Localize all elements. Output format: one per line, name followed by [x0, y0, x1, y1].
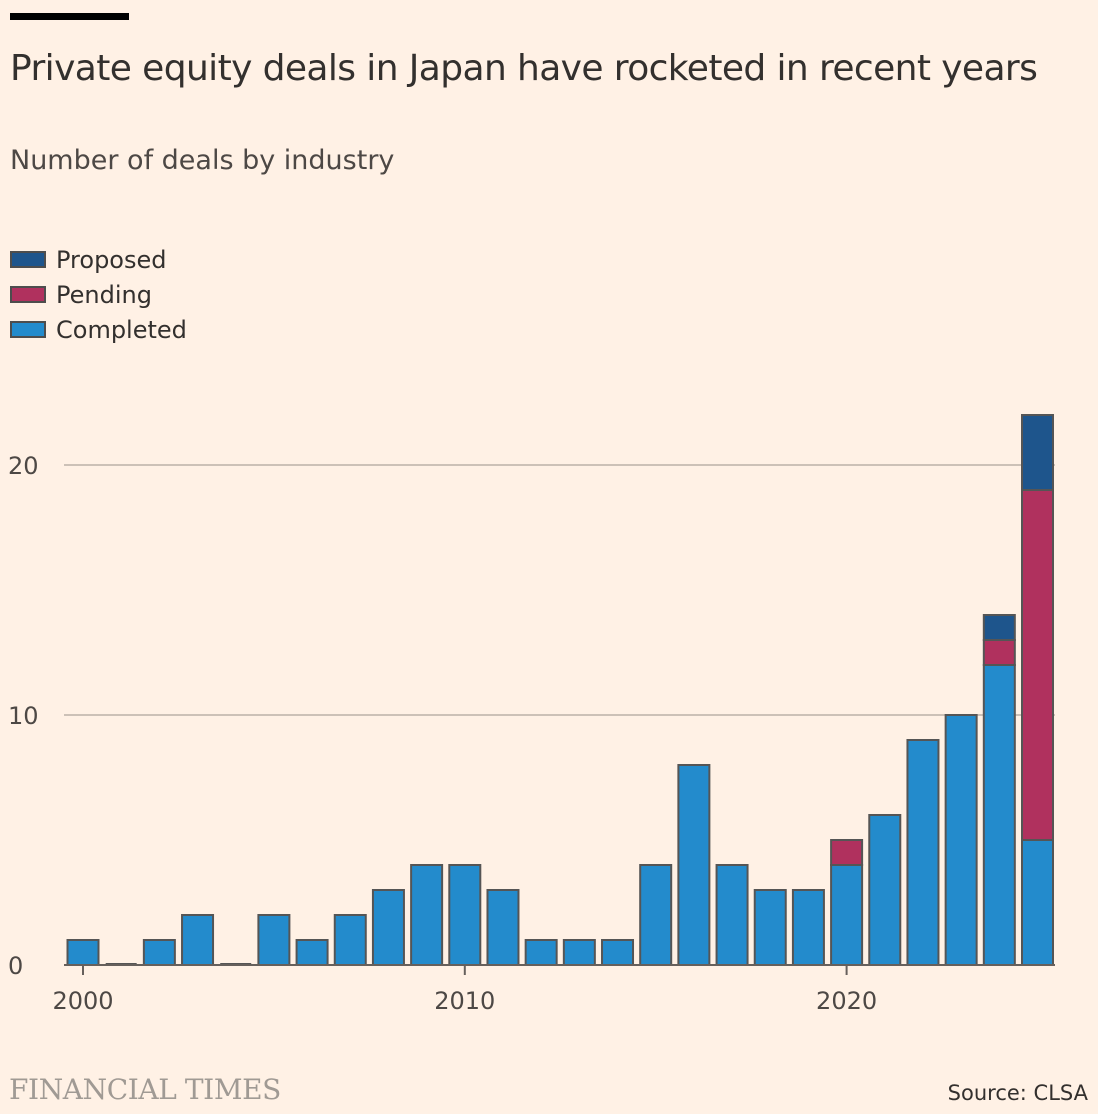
- bar-completed-2003: [181, 914, 215, 966]
- chart-subtitle: Number of deals by industry: [10, 145, 395, 176]
- legend-swatch-proposed: [10, 251, 46, 268]
- bar-completed-2018: [753, 889, 787, 966]
- y-tick-label-0: 0: [8, 952, 23, 980]
- chart-legend: Proposed Pending Completed: [10, 242, 187, 347]
- bar-completed-2019: [791, 889, 825, 966]
- bar-completed-2008: [371, 889, 405, 966]
- legend-item-completed: Completed: [10, 312, 187, 347]
- bar-pending-2025: [1021, 489, 1054, 841]
- bar-completed-2024: [982, 664, 1016, 966]
- ft-accent-bar: [10, 13, 129, 20]
- legend-item-proposed: Proposed: [10, 242, 187, 277]
- bar-completed-2005: [257, 914, 291, 966]
- bar-completed-2016: [677, 764, 711, 966]
- bar-completed-2011: [486, 889, 520, 966]
- legend-item-pending: Pending: [10, 277, 187, 312]
- x-tick-label-2000: 2000: [52, 987, 113, 1015]
- bar-proposed-2025: [1021, 414, 1054, 491]
- bar-completed-2012: [524, 939, 558, 966]
- ft-logo-text: FINANCIAL TIMES: [9, 1073, 281, 1106]
- bar-pending-2020: [830, 839, 864, 866]
- bar-completed-2009: [410, 864, 444, 966]
- bar-completed-2022: [906, 739, 940, 966]
- bar-pending-2024: [982, 639, 1016, 666]
- bar-completed-2000: [66, 939, 100, 966]
- bar-completed-2025: [1021, 839, 1054, 966]
- source-note: Source: CLSA: [947, 1081, 1088, 1105]
- bar-completed-2015: [639, 864, 673, 966]
- bar-completed-2023: [944, 714, 978, 966]
- legend-label-completed: Completed: [56, 315, 187, 344]
- bar-completed-2017: [715, 864, 749, 966]
- legend-swatch-completed: [10, 321, 46, 338]
- bar-completed-2006: [295, 939, 329, 966]
- x-tick-label-2020: 2020: [816, 987, 877, 1015]
- bar-completed-2007: [333, 914, 367, 966]
- y-tick-label-10: 10: [8, 702, 39, 730]
- bar-completed-2002: [142, 939, 176, 966]
- y-tick-label-20: 20: [8, 452, 39, 480]
- bar-completed-2020: [830, 864, 864, 966]
- legend-label-proposed: Proposed: [56, 245, 167, 274]
- bar-proposed-2024: [982, 614, 1016, 641]
- legend-label-pending: Pending: [56, 280, 152, 309]
- x-tick-label-2010: 2010: [434, 987, 495, 1015]
- bar-chart: 0 10 20 2000 2010 2020: [8, 414, 1055, 1015]
- bar-completed-2014: [601, 939, 635, 966]
- bar-completed-2013: [562, 939, 596, 966]
- bar-completed-2021: [868, 814, 902, 966]
- bar-completed-2010: [448, 864, 482, 966]
- legend-swatch-pending: [10, 286, 46, 303]
- chart-title: Private equity deals in Japan have rocke…: [10, 48, 1038, 89]
